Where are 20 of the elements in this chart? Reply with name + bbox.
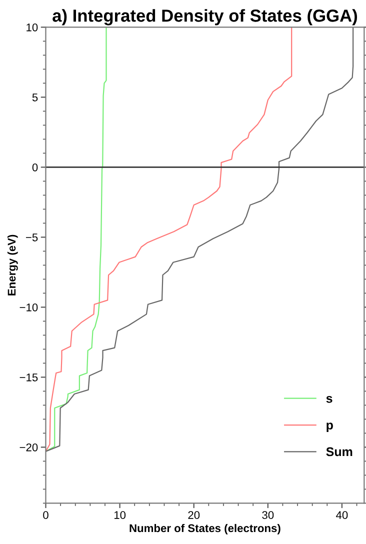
y-tick-label: 10 <box>26 23 38 32</box>
x-tick-label: 30 <box>262 511 274 519</box>
y-tick-label: −10 <box>20 303 38 312</box>
y-tick-label: 5 <box>32 94 38 102</box>
x-tick-label: 0 <box>43 511 48 519</box>
y-tick-label: −20 <box>20 443 38 452</box>
y-axis-title: Energy (eV) <box>7 234 18 296</box>
chart-title: a) Integrated Density of States (GGA) <box>52 9 358 26</box>
y-tick-label: 0 <box>32 163 38 172</box>
y-tick-label: −5 <box>26 234 38 242</box>
legend-label: p <box>326 422 333 432</box>
line-series <box>46 27 292 452</box>
x-axis-title: Number of States (electrons) <box>130 524 280 534</box>
x-tick-label: 10 <box>114 511 126 519</box>
x-tick-label: 20 <box>188 511 200 519</box>
line-series <box>46 27 107 452</box>
legend-label: Sum <box>326 447 352 456</box>
y-tick-label: −15 <box>20 374 38 382</box>
legend-label: s <box>326 396 332 403</box>
x-tick-label: 40 <box>336 511 348 519</box>
